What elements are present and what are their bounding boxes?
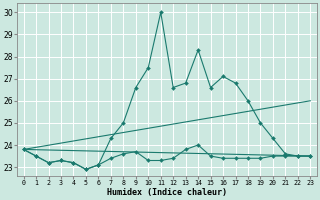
X-axis label: Humidex (Indice chaleur): Humidex (Indice chaleur) bbox=[107, 188, 227, 197]
